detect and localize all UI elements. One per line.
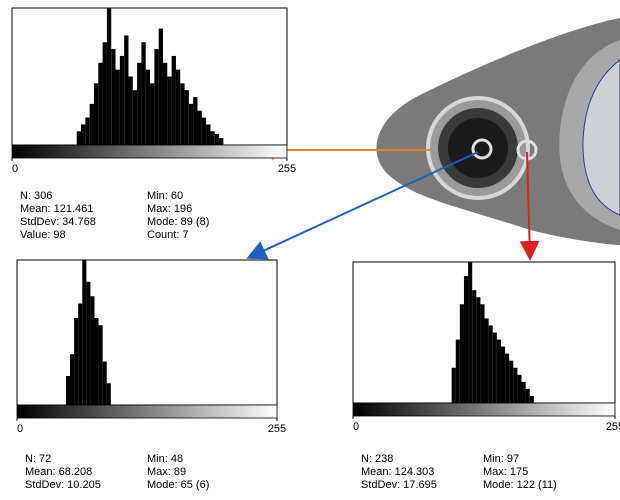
stat-text: StdDev: 10.205 bbox=[25, 479, 101, 491]
histogram-bar bbox=[525, 388, 530, 403]
histogram-bar bbox=[513, 367, 518, 403]
histogram-bar bbox=[193, 97, 198, 145]
stat-text: Min: 48 bbox=[147, 453, 183, 465]
histogram-bar bbox=[102, 361, 107, 405]
histogram-bar bbox=[210, 131, 215, 145]
histogram-bar bbox=[145, 69, 151, 145]
device-diagram bbox=[246, 18, 620, 261]
histogram-bar bbox=[98, 325, 103, 405]
histogram-bar bbox=[102, 42, 107, 145]
stat-text: Mean: 68.208 bbox=[25, 466, 92, 478]
histogram-bar bbox=[154, 49, 159, 145]
stat-text: Max: 196 bbox=[147, 203, 192, 215]
histogram-bar bbox=[184, 90, 189, 145]
histogram-bar bbox=[214, 134, 220, 145]
histogram-bar bbox=[459, 304, 464, 403]
stat-text: Value: 98 bbox=[20, 229, 66, 241]
histogram-bar bbox=[98, 62, 103, 145]
stat-text: Mean: 121.461 bbox=[20, 203, 93, 215]
histogram-bar bbox=[124, 35, 129, 145]
histogram-bar bbox=[496, 339, 501, 403]
histogram-bar bbox=[86, 281, 91, 405]
histogram-bar bbox=[74, 318, 79, 405]
x-tick-label: 0 bbox=[12, 163, 18, 175]
stat-text: Mode: 65 (6) bbox=[147, 479, 209, 491]
lut-bar bbox=[352, 402, 616, 417]
x-tick-label: 0 bbox=[17, 423, 23, 435]
stat-text: Mean: 124.303 bbox=[361, 466, 434, 478]
histogram-bar bbox=[150, 83, 155, 145]
histogram-bar bbox=[529, 395, 534, 403]
histogram-bar bbox=[76, 131, 82, 145]
histogram-bar bbox=[128, 76, 133, 145]
histogram-bar bbox=[175, 69, 181, 145]
histogram-bar bbox=[188, 103, 194, 145]
histogram-bar bbox=[141, 42, 146, 145]
histogram-bar bbox=[206, 124, 211, 145]
histogram-bar bbox=[162, 62, 168, 145]
histogram-bar bbox=[119, 55, 125, 146]
histogram-bar bbox=[89, 103, 94, 145]
histogram-bar bbox=[115, 69, 120, 145]
histogram-bar bbox=[451, 367, 456, 403]
histogram-bar bbox=[463, 276, 469, 403]
stat-text: Mode: 89 (8) bbox=[147, 216, 209, 228]
histogram-bar bbox=[65, 376, 71, 405]
stat-text: Max: 89 bbox=[147, 466, 186, 478]
histogram-bar bbox=[132, 90, 138, 145]
histogram-bar bbox=[90, 296, 95, 405]
histogram-bar bbox=[94, 318, 99, 405]
histogram-bar bbox=[158, 28, 163, 145]
stat-text: Max: 175 bbox=[483, 466, 528, 478]
histogram-bar bbox=[78, 303, 83, 405]
stat-text: N: 306 bbox=[20, 190, 52, 202]
lut-bar bbox=[16, 404, 278, 419]
plot-frame bbox=[16, 259, 278, 406]
histogram-bar bbox=[484, 318, 489, 403]
stat-text: Mode: 122 (11) bbox=[483, 479, 557, 491]
stat-text: N: 72 bbox=[25, 453, 51, 465]
histogram-bar bbox=[180, 83, 185, 145]
histogram-bar bbox=[106, 383, 111, 405]
histogram-bar bbox=[201, 117, 207, 145]
histogram-bar bbox=[488, 325, 493, 403]
stat-text: StdDev: 34.768 bbox=[20, 216, 96, 228]
histogram-bar bbox=[81, 124, 86, 145]
histogram-bar bbox=[517, 374, 522, 403]
stat-text: Count: 7 bbox=[147, 229, 189, 241]
stat-text: Min: 97 bbox=[483, 453, 519, 465]
histogram-bar bbox=[476, 297, 481, 403]
x-tick-label: 255 bbox=[278, 163, 296, 175]
histogram-bar bbox=[492, 332, 497, 403]
histogram-bar bbox=[70, 354, 75, 405]
histogram-bar bbox=[480, 304, 485, 403]
histogram-bar bbox=[167, 76, 172, 145]
histogram-bar bbox=[521, 381, 526, 403]
histogram-bar bbox=[137, 62, 142, 145]
histogram-bar bbox=[93, 83, 99, 145]
x-tick-label: 255 bbox=[268, 423, 286, 435]
stat-text: StdDev: 17.695 bbox=[361, 479, 437, 491]
histogram-bar bbox=[505, 353, 510, 403]
histogram-bar bbox=[171, 55, 176, 146]
histogram-bar bbox=[197, 110, 202, 145]
histogram-bar bbox=[85, 117, 90, 145]
histogram-bar bbox=[500, 346, 506, 403]
stat-text: N: 238 bbox=[361, 453, 393, 465]
histogram-bar bbox=[472, 290, 477, 403]
histogram-bar bbox=[111, 49, 116, 145]
histogram-bar bbox=[509, 360, 514, 403]
x-tick-label: 255 bbox=[606, 421, 620, 433]
histogram-bar bbox=[455, 339, 460, 403]
lut-bar bbox=[11, 144, 288, 159]
x-tick-label: 0 bbox=[353, 421, 359, 433]
histogram-bar bbox=[219, 138, 224, 145]
stat-text: Min: 60 bbox=[147, 190, 183, 202]
